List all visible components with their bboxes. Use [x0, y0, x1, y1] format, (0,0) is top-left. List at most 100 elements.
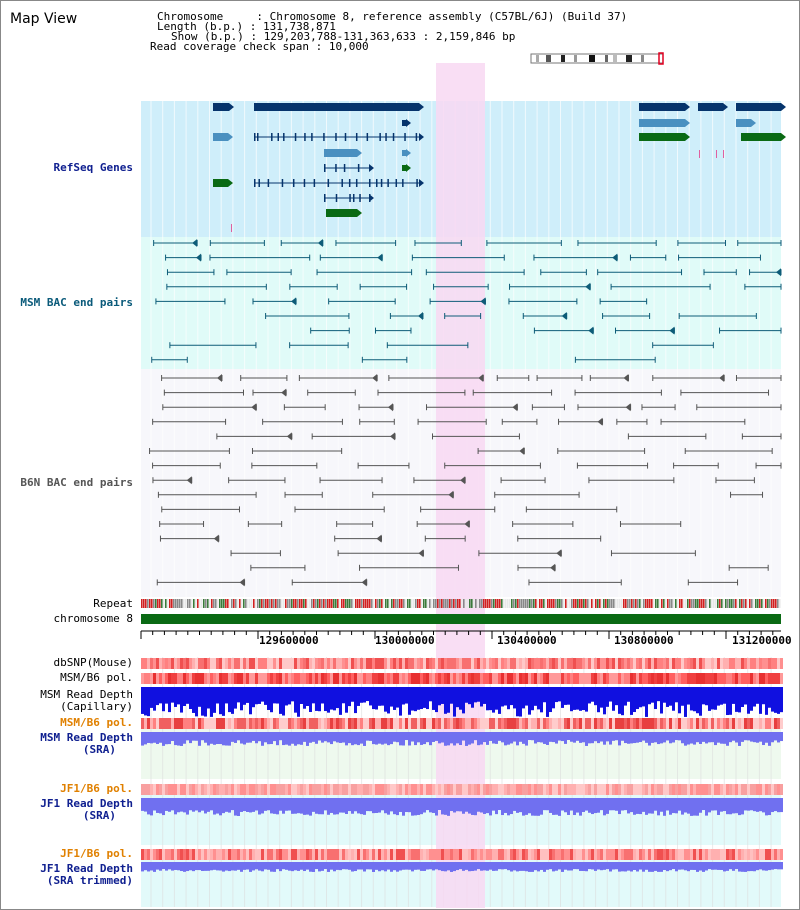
msm-b6-pol-cell — [621, 718, 624, 729]
dbsnp-cell — [780, 658, 783, 669]
jf1-b6-pol-cell — [573, 784, 576, 795]
dbsnp-cell — [585, 658, 588, 669]
repeat-mark — [171, 599, 173, 608]
jf1-b6-pol-cell — [360, 784, 363, 795]
jf1-b6-pol-cell — [669, 784, 672, 795]
msm-sra-depth-bar — [291, 732, 294, 744]
repeat-mark — [409, 599, 411, 608]
msm-b6-pol-cell — [675, 673, 678, 684]
msm-b6-pol-cell — [195, 673, 198, 684]
jf1-sra-depth-bar — [558, 798, 561, 816]
msm-b6-pol-cell — [156, 673, 159, 684]
repeat-mark — [453, 599, 455, 608]
jf1-b6-pol-cell — [594, 784, 597, 795]
msm-sra-depth-bar — [180, 732, 183, 746]
repeat-mark — [749, 599, 751, 608]
jf1-trimmed-depth-bar — [666, 862, 669, 872]
jf1-b6-pol-cell — [489, 849, 492, 860]
msm-capillary-depth-bar — [606, 687, 609, 707]
jf1-trimmed-depth-bar — [354, 862, 357, 872]
refseq-exon — [387, 179, 389, 187]
jf1-b6-pol-cell — [474, 784, 477, 795]
b6n-bac-pair-arrow — [251, 403, 257, 412]
refseq-exon — [392, 133, 395, 141]
repeat-mark — [509, 599, 511, 608]
repeat-mark — [661, 599, 663, 608]
jf1-sra-depth-bar — [534, 798, 537, 816]
jf1-sra-depth-bar — [414, 798, 417, 816]
msm-capillary-depth-bar — [642, 687, 645, 707]
jf1-b6-pol-cell — [300, 784, 303, 795]
repeat-mark — [651, 599, 653, 608]
msm-b6-pol-cell — [771, 673, 774, 684]
jf1-b6-pol-cell — [732, 784, 735, 795]
repeat-mark — [625, 599, 627, 608]
msm-b6-pol-cell — [342, 718, 345, 729]
jf1-trimmed-depth-bar — [573, 862, 576, 870]
jf1-b6-pol-cell — [276, 784, 279, 795]
refseq-exon — [335, 164, 337, 172]
msm-sra-depth-bar — [336, 732, 339, 743]
jf1-b6-pol-cell — [528, 849, 531, 860]
repeat-mark — [685, 599, 687, 608]
jf1-trimmed-depth-bar — [165, 862, 168, 871]
msm-sra-depth-bar — [405, 732, 408, 741]
repeat-mark — [499, 599, 501, 608]
jf1-trimmed-depth-bar — [177, 862, 180, 871]
jf1-trimmed-depth-bar — [699, 862, 702, 871]
dbsnp-cell — [231, 658, 234, 669]
msm-capillary-depth-bar — [387, 687, 390, 714]
refseq-exon — [348, 179, 351, 187]
jf1-trimmed-depth-bar — [600, 862, 603, 871]
repeat-mark — [357, 599, 359, 608]
jf1-b6-pol-cell — [660, 849, 663, 860]
jf1-sra-depth-bar — [723, 798, 726, 812]
dbsnp-cell — [465, 658, 468, 669]
dbsnp-cell — [636, 658, 639, 669]
jf1-b6-pol-cell — [168, 849, 171, 860]
dbsnp-cell — [318, 658, 321, 669]
msm-capillary-depth-bar — [321, 687, 324, 704]
jf1-sra-depth-bar — [660, 798, 663, 812]
msm-b6-pol-cell — [576, 673, 579, 684]
jf1-b6-pol-cell — [603, 849, 606, 860]
jf1-trimmed-depth-bar — [429, 862, 432, 870]
jf1-b6-pol-cell — [606, 784, 609, 795]
msm-b6-pol-cell — [609, 718, 612, 729]
msm-b6-pol-cell — [426, 673, 429, 684]
repeat-mark — [269, 599, 271, 608]
jf1-trimmed-depth-bar — [612, 862, 615, 870]
refseq-exon — [341, 179, 343, 187]
jf1-b6-pol-cell — [207, 784, 210, 795]
jf1-b6-pol-cell — [171, 784, 174, 795]
msm-b6-pol-cell — [444, 718, 447, 729]
msm-b6-pol-cell — [165, 673, 168, 684]
msm-b6-pol-cell — [408, 718, 411, 729]
gene-strand-arrow — [685, 103, 690, 111]
jf1-b6-pol-cell — [648, 784, 651, 795]
msm-b6-pol-cell — [192, 718, 195, 729]
refseq-exon — [359, 194, 361, 202]
msm-sra-depth-bar — [435, 732, 438, 741]
jf1-b6-pol-cell — [369, 849, 372, 860]
jf1-sra-depth-bar — [168, 798, 171, 812]
jf1-b6-pol-cell — [675, 784, 678, 795]
jf1-b6-pol-cell — [576, 784, 579, 795]
jf1-sra-depth-bar — [261, 798, 264, 814]
jf1-sra-depth-bar — [405, 798, 408, 813]
dbsnp-cell — [627, 658, 630, 669]
msm-sra-depth-bar — [186, 732, 189, 741]
jf1-b6-pol-cell — [678, 784, 681, 795]
msm-b6-pol-cell — [582, 673, 585, 684]
refseq-exon — [366, 133, 369, 141]
dbsnp-cell — [306, 658, 309, 669]
jf1-trimmed-depth-bar — [150, 862, 153, 871]
jf1-b6-pol-cell — [396, 849, 399, 860]
jf1-sra-depth-bar — [252, 798, 255, 812]
jf1-b6-pol-cell — [372, 849, 375, 860]
refseq-gene — [741, 133, 781, 141]
msm-sra-depth-bar — [471, 732, 474, 744]
msm-sra-depth-bar — [495, 732, 498, 744]
repeat-mark — [477, 599, 479, 608]
